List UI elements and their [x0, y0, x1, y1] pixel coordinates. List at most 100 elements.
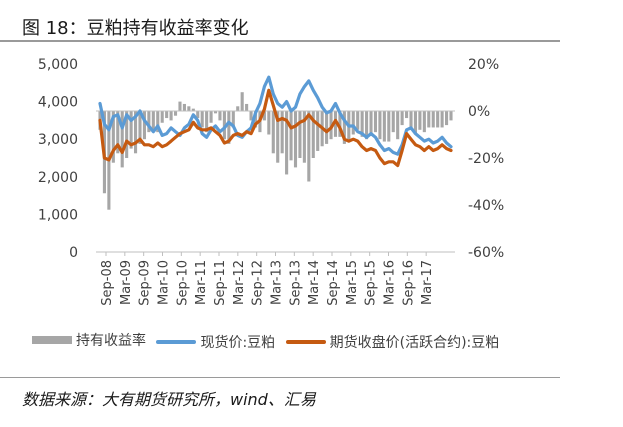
carry-bar-41	[280, 111, 284, 154]
carry-bar-32	[240, 92, 244, 111]
x-tick-label: Sep-10	[175, 260, 190, 306]
legend-label-carry: 持有收益率	[76, 333, 146, 349]
carry-bar-4	[116, 111, 120, 154]
carry-bar-40	[276, 111, 280, 163]
x-tick-label: Mar-14	[307, 260, 322, 305]
carry-bar-5	[120, 111, 124, 168]
carry-bar-6	[125, 111, 129, 158]
x-tick-label: Mar-11	[194, 260, 209, 305]
carry-bar-66	[391, 111, 395, 133]
x-tick-label: Mar-10	[157, 260, 172, 305]
carry-bar-59	[360, 111, 364, 137]
x-tick-label: Sep-11	[213, 260, 228, 306]
y-right-tick-label: -20%	[468, 151, 504, 167]
legend-label-spot: 现货价:豆粕	[200, 335, 276, 351]
carry-bar-20	[187, 106, 191, 111]
carry-bar-61	[369, 111, 373, 135]
futures-price-line	[98, 88, 453, 168]
x-tick-label: Mar-17	[420, 260, 435, 305]
carry-bar-53	[333, 111, 338, 137]
title-divider	[0, 40, 560, 42]
carry-bar-67	[396, 111, 400, 140]
carry-bar-28	[222, 111, 226, 140]
carry-bar-43	[289, 111, 293, 161]
carry-bar-8	[133, 111, 138, 154]
carry-bar-23	[200, 111, 204, 128]
carry-bar-31	[236, 106, 240, 111]
carry-bar-74	[427, 111, 431, 128]
chart-legend: 持有收益率 现货价:豆粕 期货收盘价(活跃合约):豆粕	[32, 330, 505, 352]
y-left-tick-label: 5,000	[38, 57, 78, 73]
carry-bar-24	[205, 111, 209, 133]
carry-bar-3	[111, 111, 115, 163]
carry-bar-68	[400, 111, 404, 126]
carry-bar-38	[267, 111, 271, 135]
carry-bar-71	[413, 111, 418, 135]
carry-bar-57	[351, 111, 355, 135]
x-tick-label: Sep-14	[326, 260, 341, 306]
carry-bar-58	[356, 111, 360, 130]
x-tick-label: Mar-15	[345, 260, 360, 305]
legend-swatch-spot	[156, 340, 197, 344]
legend-swatch-futures	[285, 340, 326, 344]
y-left-tick-label: 2,000	[38, 170, 78, 186]
carry-bar-14	[160, 111, 164, 123]
carry-bar-64	[382, 111, 386, 142]
carry-bar-11	[147, 111, 151, 133]
legend-label-futures: 期货收盘价(活跃合约):豆粕	[329, 335, 500, 351]
carry-bar-49	[316, 111, 320, 151]
carry-bar-79	[449, 111, 453, 121]
x-tick-label: Sep-08	[100, 260, 115, 306]
carry-bar-25	[209, 111, 213, 123]
x-tick-label: Sep-15	[364, 260, 379, 306]
carry-bar-65	[387, 111, 391, 142]
carry-bar-9	[138, 111, 142, 144]
carry-bar-34	[249, 111, 253, 121]
carry-bar-19	[182, 103, 186, 111]
carry-bar-63	[378, 111, 382, 140]
x-tick-label: Mar-09	[119, 260, 134, 305]
title-bar: 图 18：豆粕持有收益率变化	[0, 0, 623, 44]
y-left-tick-label: 0	[69, 245, 78, 261]
carry-bar-45	[298, 111, 302, 158]
carry-bar-16	[169, 111, 173, 121]
carry-bar-75	[431, 111, 435, 128]
carry-bar-13	[156, 111, 160, 133]
carry-bar-30	[231, 111, 235, 128]
carry-bar-21	[191, 108, 195, 111]
y-left-tick-label: 3,000	[38, 132, 78, 148]
carry-bar-51	[325, 111, 329, 144]
carry-bar-42	[285, 111, 289, 175]
y-right-tick-label: -40%	[468, 198, 504, 214]
y-left-tick-label: 4,000	[38, 95, 78, 111]
y-left-tick-label: 1,000	[38, 207, 78, 223]
y-right-tick-label: 20%	[468, 57, 499, 73]
carry-bar-46	[302, 111, 306, 163]
x-tick-label: Mar-12	[232, 260, 247, 305]
x-tick-label: Sep-13	[288, 260, 303, 306]
carry-bar-22	[196, 111, 200, 119]
carry-yield-chart: 0 1,000 2,000 3,000 4,000 5,000 -60% -40% -20% 0%…	[38, 57, 504, 306]
carry-bar-72	[418, 111, 422, 130]
carry-bar-17	[173, 111, 178, 116]
carry-bar-69	[405, 111, 409, 119]
x-tick-label: Mar-13	[270, 260, 285, 305]
carry-bar-77	[440, 111, 444, 128]
spot-price-line	[98, 75, 453, 156]
carry-bar-70	[409, 111, 413, 130]
y-right-tick-label: 0%	[468, 104, 490, 120]
carry-bar-35	[253, 111, 258, 128]
carry-bar-10	[142, 111, 146, 140]
figure-title: 图 18：豆粕持有收益率变化	[22, 18, 249, 39]
carry-bar-18	[178, 101, 182, 111]
carry-bar-39	[271, 111, 275, 154]
carry-bar-54	[338, 111, 342, 137]
carry-bar-33	[245, 103, 249, 111]
legend-item-carry: 持有收益率	[32, 330, 146, 350]
carry-bar-26	[213, 111, 218, 114]
legend-item-futures: 期货收盘价(活跃合约):豆粕	[285, 332, 500, 352]
x-tick-label: Mar-16	[383, 260, 398, 305]
carry-bar-27	[218, 111, 222, 121]
legend-swatch-carry	[32, 336, 72, 344]
x-tick-label: Sep-09	[138, 260, 153, 306]
